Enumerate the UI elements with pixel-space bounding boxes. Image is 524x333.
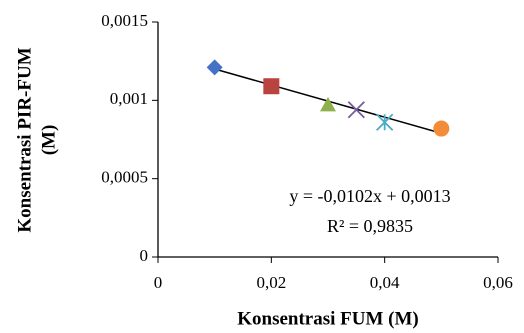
r-squared: R² = 0,9835 <box>327 216 413 236</box>
y-tick-label: 0,001 <box>110 89 148 108</box>
point <box>320 97 336 112</box>
point <box>263 78 280 95</box>
trend-equation: y = -0,0102x + 0,0013 <box>289 186 450 206</box>
y-axis-title: Konsentrasi PIR-FUM <box>14 47 35 232</box>
x-tick-label: 0,04 <box>370 273 400 292</box>
x-axis-title: Konsentrasi FUM (M) <box>237 308 419 329</box>
x-tick-label: 0,06 <box>483 273 513 292</box>
x-tick-label: 0 <box>154 273 163 292</box>
x-tick-label: 0,02 <box>256 273 286 292</box>
point <box>206 59 223 76</box>
y-tick-label: 0 <box>140 246 149 265</box>
y-tick-label: 0,0015 <box>101 11 148 30</box>
point <box>433 120 450 137</box>
y-axis-title: (M) <box>38 125 59 156</box>
y-tick-label: 0,0005 <box>101 168 148 187</box>
point <box>376 113 394 131</box>
point <box>347 101 365 119</box>
